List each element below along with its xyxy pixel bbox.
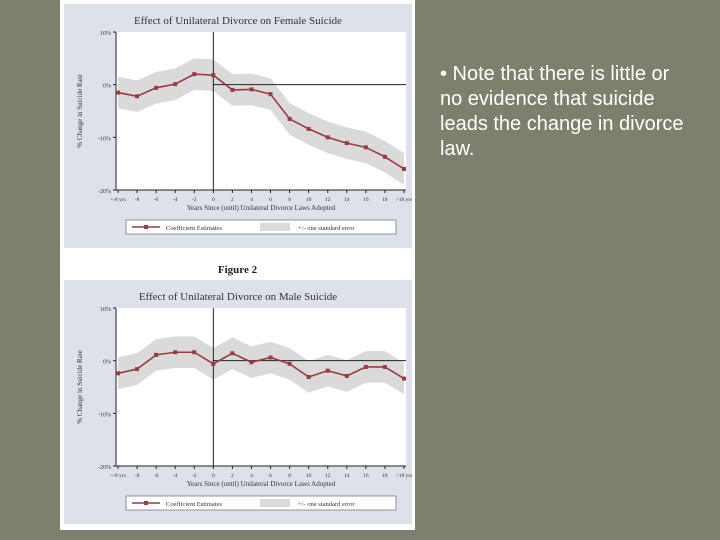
figure-caption: Figure 2	[217, 264, 258, 276]
x-axis-label: Years Since (until) Unilateral Divorce L…	[187, 480, 336, 488]
female-suicide-chart-svg: Effect of Unilateral Divorce on Female S…	[76, 15, 412, 235]
x-tick-label: 6	[269, 473, 272, 479]
x-tick-label: 2	[231, 197, 234, 203]
data-point	[116, 90, 120, 95]
data-point	[249, 360, 254, 365]
y-tick-label: 0%	[103, 360, 111, 366]
legend-marker-swatch	[144, 501, 148, 505]
male-suicide-chart-svg: Effect of Unilateral Divorce on Male Sui…	[76, 291, 412, 511]
data-point	[402, 166, 406, 171]
x-tick-label: 16	[363, 473, 369, 479]
legend-label-estimates: Coefficient Estimates	[166, 501, 222, 508]
data-point	[287, 116, 292, 121]
data-point	[325, 135, 330, 140]
y-axis-label: % Change in Suicide Rate	[76, 74, 84, 147]
chart-title: Effect of Unilateral Divorce on Male Sui…	[139, 291, 337, 303]
data-point	[363, 145, 368, 150]
data-point	[363, 364, 368, 369]
data-point	[154, 352, 159, 357]
male-suicide-chart: Effect of Unilateral Divorce on Male Sui…	[64, 280, 412, 524]
data-point	[325, 368, 330, 373]
y-tick-label: -10%	[98, 136, 111, 142]
x-tick-label: 14	[344, 473, 350, 479]
data-point	[306, 126, 311, 131]
x-tick-label: >18 yrs	[396, 197, 412, 203]
x-tick-label: -2	[192, 197, 197, 203]
data-point	[344, 373, 349, 378]
x-tick-label: 0	[212, 197, 215, 203]
x-tick-label: 12	[325, 473, 331, 479]
x-tick-label: 12	[325, 197, 331, 203]
data-point	[135, 367, 140, 372]
data-point	[192, 350, 197, 355]
y-axis-label: % Change in Suicide Rate	[76, 350, 84, 423]
x-tick-label: 10	[306, 197, 312, 203]
data-point	[173, 350, 178, 355]
y-tick-label: -20%	[98, 189, 111, 195]
x-tick-label: 8	[288, 473, 291, 479]
x-tick-label: -6	[154, 473, 159, 479]
legend-label-se: +/- one standard error	[298, 225, 355, 232]
x-tick-label: >18 yrs	[396, 473, 412, 479]
x-tick-label: 4	[250, 197, 253, 203]
x-tick-label: -8	[135, 473, 140, 479]
data-point	[287, 361, 292, 366]
x-tick-label: 4	[250, 473, 253, 479]
series-line	[117, 73, 405, 170]
legend-label-estimates: Coefficient Estimates	[166, 225, 222, 232]
x-tick-label: 6	[269, 197, 272, 203]
x-tick-label: 14	[344, 197, 350, 203]
data-point	[402, 376, 406, 381]
female-suicide-chart: Effect of Unilateral Divorce on Female S…	[64, 4, 412, 248]
data-point	[154, 85, 159, 90]
y-tick-label: 10%	[100, 31, 111, 37]
legend-label-se: +/- one standard error	[298, 501, 355, 508]
chart-title: Effect of Unilateral Divorce on Female S…	[134, 15, 342, 27]
data-point	[173, 82, 178, 87]
legend-marker-swatch	[144, 225, 148, 229]
legend-band-swatch	[260, 223, 290, 231]
plot-area	[116, 32, 406, 190]
x-axis-label: Years Since (until) Unilateral Divorce L…	[187, 204, 336, 212]
data-point	[306, 374, 311, 379]
data-point	[135, 94, 140, 99]
x-tick-label: 18	[382, 473, 388, 479]
data-point	[230, 351, 235, 356]
y-tick-label: -10%	[98, 412, 111, 418]
data-point	[230, 87, 235, 92]
plot-area	[116, 308, 406, 466]
y-tick-label: -20%	[98, 465, 111, 471]
x-tick-label: 18	[382, 197, 388, 203]
x-tick-label: -8	[135, 197, 140, 203]
x-tick-label: 0	[212, 473, 215, 479]
x-tick-label: 10	[306, 473, 312, 479]
x-tick-label: -2	[192, 473, 197, 479]
x-tick-label: -4	[173, 197, 178, 203]
data-point	[192, 72, 197, 77]
x-tick-label: -6	[154, 197, 159, 203]
x-tick-label: -4	[173, 473, 178, 479]
data-point	[249, 87, 254, 92]
data-point	[382, 154, 387, 159]
standard-error-band	[118, 58, 404, 185]
data-point	[211, 361, 216, 366]
x-tick-label: 2	[231, 473, 234, 479]
data-point	[116, 371, 120, 376]
data-point	[268, 355, 273, 360]
data-point	[211, 73, 216, 78]
y-tick-label: 10%	[100, 307, 111, 313]
data-point	[382, 364, 387, 369]
standard-error-band	[118, 336, 404, 395]
x-tick-label: <-8 yrs	[110, 473, 126, 479]
x-tick-label: <-8 yrs	[110, 197, 126, 203]
x-tick-label: 8	[288, 197, 291, 203]
data-point	[344, 141, 349, 146]
y-tick-label: 0%	[103, 84, 111, 90]
series-line	[117, 351, 405, 380]
bullet-point-text: • Note that there is little or no eviden…	[440, 63, 684, 160]
legend-band-swatch	[260, 499, 290, 507]
x-tick-label: 16	[363, 197, 369, 203]
data-point	[268, 92, 273, 97]
